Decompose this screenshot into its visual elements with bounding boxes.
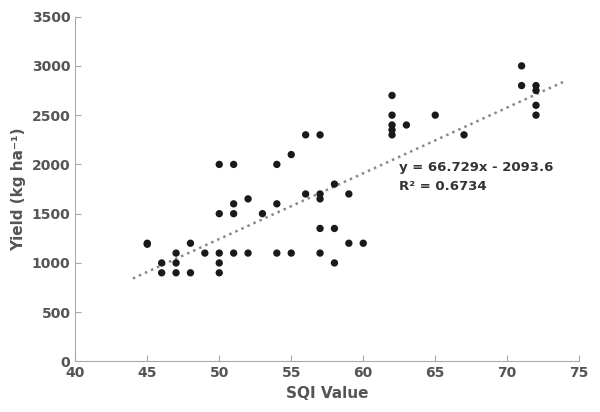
Point bbox=[329, 181, 339, 187]
Point bbox=[243, 196, 253, 202]
Point bbox=[229, 201, 238, 207]
Point bbox=[272, 250, 281, 256]
Point bbox=[531, 112, 541, 118]
Point bbox=[315, 191, 325, 197]
Point bbox=[430, 112, 440, 118]
Point bbox=[387, 131, 397, 138]
Point bbox=[344, 240, 353, 246]
Point bbox=[531, 82, 541, 89]
Point bbox=[315, 250, 325, 256]
Point bbox=[142, 240, 152, 246]
Point bbox=[157, 269, 166, 276]
Y-axis label: Yield (kg ha⁻¹): Yield (kg ha⁻¹) bbox=[11, 127, 26, 251]
Point bbox=[171, 260, 181, 266]
Point bbox=[229, 211, 238, 217]
Point bbox=[214, 260, 224, 266]
Point bbox=[214, 269, 224, 276]
Point bbox=[329, 260, 339, 266]
Point bbox=[344, 191, 353, 197]
Point bbox=[214, 161, 224, 168]
Point bbox=[531, 102, 541, 109]
Point bbox=[214, 250, 224, 256]
Point bbox=[185, 240, 195, 246]
Point bbox=[315, 196, 325, 202]
Point bbox=[301, 191, 310, 197]
Point bbox=[459, 131, 469, 138]
Point bbox=[387, 122, 397, 128]
Point bbox=[257, 211, 267, 217]
Point bbox=[142, 241, 152, 248]
Point bbox=[315, 225, 325, 232]
Point bbox=[185, 269, 195, 276]
Point bbox=[200, 250, 209, 256]
Point bbox=[272, 201, 281, 207]
Point bbox=[171, 250, 181, 256]
Point bbox=[171, 269, 181, 276]
Point bbox=[272, 161, 281, 168]
Point bbox=[214, 211, 224, 217]
Point bbox=[315, 131, 325, 138]
Point bbox=[387, 112, 397, 118]
Point bbox=[531, 87, 541, 94]
Point bbox=[301, 131, 310, 138]
Point bbox=[229, 250, 238, 256]
Point bbox=[401, 122, 411, 128]
Point bbox=[517, 82, 526, 89]
Point bbox=[358, 240, 368, 246]
Point bbox=[157, 260, 166, 266]
Point bbox=[329, 225, 339, 232]
Point bbox=[387, 126, 397, 133]
Point bbox=[243, 250, 253, 256]
Point bbox=[387, 92, 397, 99]
Point bbox=[517, 63, 526, 69]
Point bbox=[229, 161, 238, 168]
X-axis label: SQI Value: SQI Value bbox=[286, 386, 368, 401]
Text: y = 66.729x - 2093.6
R² = 0.6734: y = 66.729x - 2093.6 R² = 0.6734 bbox=[399, 161, 554, 193]
Point bbox=[286, 250, 296, 256]
Point bbox=[286, 151, 296, 158]
